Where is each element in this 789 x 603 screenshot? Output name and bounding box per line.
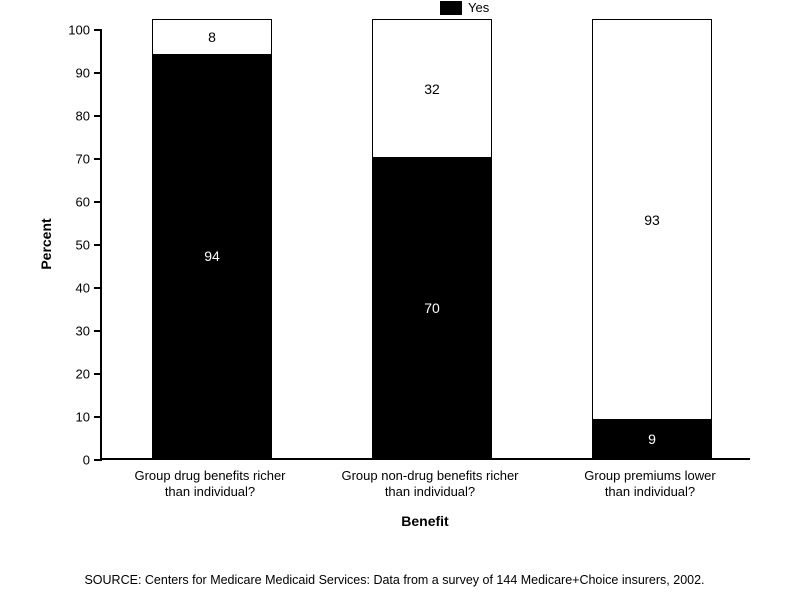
x-category-label: Group non-drug benefits richerthan indiv… <box>330 468 530 501</box>
y-tick-label: 30 <box>60 324 90 339</box>
bar-value-no: 93 <box>644 212 660 228</box>
y-tick-label: 10 <box>60 410 90 425</box>
bar-segment-yes: 70 <box>372 157 492 458</box>
y-tick <box>94 201 102 203</box>
source-note: SOURCE: Centers for Medicare Medicaid Se… <box>0 573 789 587</box>
bar-value-yes: 70 <box>424 300 440 316</box>
y-tick <box>94 72 102 74</box>
y-tick-label: 100 <box>60 23 90 38</box>
bar-group: 94 8 <box>152 19 272 458</box>
x-category-label-line: Group premiums lower <box>550 468 750 484</box>
y-tick-label: 70 <box>60 152 90 167</box>
y-tick <box>94 459 102 461</box>
x-category-label-line: than individual? <box>110 484 310 500</box>
x-category-label: Group drug benefits richerthan individua… <box>110 468 310 501</box>
plot-area: Percent 0102030405060708090100 948703299… <box>100 30 750 460</box>
bar-segment-yes: 94 <box>152 54 272 458</box>
x-category-label-line: Group drug benefits richer <box>110 468 310 484</box>
chart: Percent 0102030405060708090100 948703299… <box>70 30 750 480</box>
bar-segment-yes: 9 <box>592 419 712 458</box>
bar-value-yes: 9 <box>648 431 656 447</box>
y-axis-title: Percent <box>38 218 54 269</box>
bar-segment-no: 32 <box>372 19 492 157</box>
bar-value-no: 32 <box>424 81 440 97</box>
y-tick-label: 40 <box>60 281 90 296</box>
y-tick <box>94 287 102 289</box>
bar-group: 9 93 <box>592 19 712 458</box>
bar-value-yes: 94 <box>204 248 220 264</box>
y-tick <box>94 115 102 117</box>
bar-group: 70 32 <box>372 19 492 458</box>
y-tick <box>94 416 102 418</box>
x-category-label-line: Group non-drug benefits richer <box>330 468 530 484</box>
bar-segment-no: 93 <box>592 19 712 419</box>
y-tick <box>94 330 102 332</box>
legend-item-yes: Yes <box>440 0 489 15</box>
legend-swatch-yes <box>440 1 462 15</box>
x-category-label: Group premiums lowerthan individual? <box>550 468 750 501</box>
y-tick <box>94 29 102 31</box>
y-tick-label: 80 <box>60 109 90 124</box>
bar-value-no: 8 <box>208 29 216 45</box>
x-category-label-line: than individual? <box>550 484 750 500</box>
x-category-label-line: than individual? <box>330 484 530 500</box>
y-tick <box>94 244 102 246</box>
legend-label-yes: Yes <box>468 0 489 15</box>
y-tick-label: 60 <box>60 195 90 210</box>
bar-segment-no: 8 <box>152 19 272 53</box>
y-tick-label: 0 <box>60 453 90 468</box>
y-tick <box>94 373 102 375</box>
y-tick-label: 50 <box>60 238 90 253</box>
y-tick-label: 20 <box>60 367 90 382</box>
y-tick <box>94 158 102 160</box>
y-tick-label: 90 <box>60 66 90 81</box>
x-axis-title: Benefit <box>100 513 750 529</box>
